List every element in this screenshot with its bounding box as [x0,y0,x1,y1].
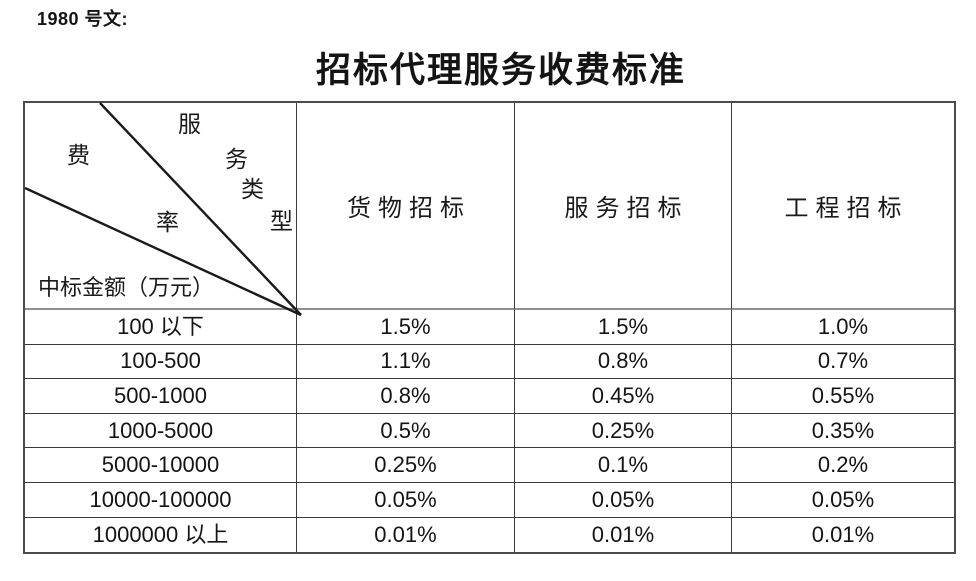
page-title: 招标代理服务收费标准 [315,51,686,90]
rate-cell: 0.01% [297,517,515,553]
corner-char-rate: 率 [156,210,179,235]
fee-table: 服 费 务 类 率 型 中标金额（万元） 货物招标 服务招标 工程招标 100 … [23,101,956,555]
corner-amount-axis-label: 中标金额（万元） [38,275,215,300]
column-header-label: 工程招标 [784,196,909,222]
rate-cell: 1.1% [297,344,515,380]
table-row: 10000-100000 0.05% 0.05% 0.05% [25,482,954,518]
rate-cell: 0.25% [515,413,732,449]
diagonal-divider-lines [24,102,302,317]
corner-char-xing: 型 [270,209,293,234]
rate-cell: 0.5% [297,413,515,449]
rate-cell: 0.45% [515,379,732,414]
table-row: 1000000 以上 0.01% 0.01% 0.01% [25,517,954,553]
rate-cell: 1.5% [515,310,732,345]
rate-cell: 0.55% [732,379,954,414]
amount-range-cell: 1000000 以上 [25,517,297,553]
column-header-engineering: 工程招标 [732,103,954,310]
rate-cell: 0.05% [297,482,515,518]
rate-cell: 0.8% [297,379,515,414]
amount-range-cell: 100 以下 [25,310,297,345]
rate-cell: 1.5% [297,310,515,345]
rate-cell: 0.1% [515,448,732,483]
rate-cell: 1.0% [732,310,954,345]
rate-cell: 0.2% [732,448,954,483]
rate-cell: 0.01% [811,521,875,547]
corner-char-type: 类 [241,177,264,202]
rate-cell: 0.8% [515,344,732,380]
table-corner-cell: 服 费 务 类 率 型 中标金额（万元） [24,102,302,317]
rate-cell: 0.7% [732,345,954,380]
amount-range-cell: 10000-100000 [25,482,297,518]
rate-cell: 0.35% [732,414,954,449]
table-row: 100-500 1.1% 0.8% 0.7% [25,344,954,380]
corner-char-wu: 务 [225,147,248,172]
column-header-goods: 货物招标 [297,103,515,310]
corner-char-service: 服 [178,112,201,137]
amount-range-cell: 1000-5000 [25,413,297,449]
column-header-services: 服务招标 [515,103,732,310]
column-header-label: 服务招标 [564,196,689,222]
column-header-label: 货物招标 [347,196,471,222]
rate-cell: 0.01% [515,517,732,553]
table-row: 500-1000 0.8% 0.45% 0.55% [25,379,954,414]
amount-range-cell: 500-1000 [25,379,297,414]
table-row: 100 以下 1.5% 1.5% 1.0% [25,310,954,345]
table-header-row: 服 费 务 类 率 型 中标金额（万元） 货物招标 服务招标 工程招标 [24,102,954,317]
table-row: 1000-5000 0.5% 0.25% 0.35% [25,413,954,449]
corner-char-fee: 费 [67,143,90,168]
amount-range-cell: 100-500 [25,344,297,380]
rate-cell: 0.05% [732,483,954,518]
table-row: 5000-10000 0.25% 0.1% 0.2% [25,448,954,483]
rate-cell: 0.05% [515,482,732,518]
doc-number-label: 1980 号文: [37,9,129,29]
rate-cell: 0.25% [297,448,515,483]
amount-range-cell: 5000-10000 [25,448,297,483]
